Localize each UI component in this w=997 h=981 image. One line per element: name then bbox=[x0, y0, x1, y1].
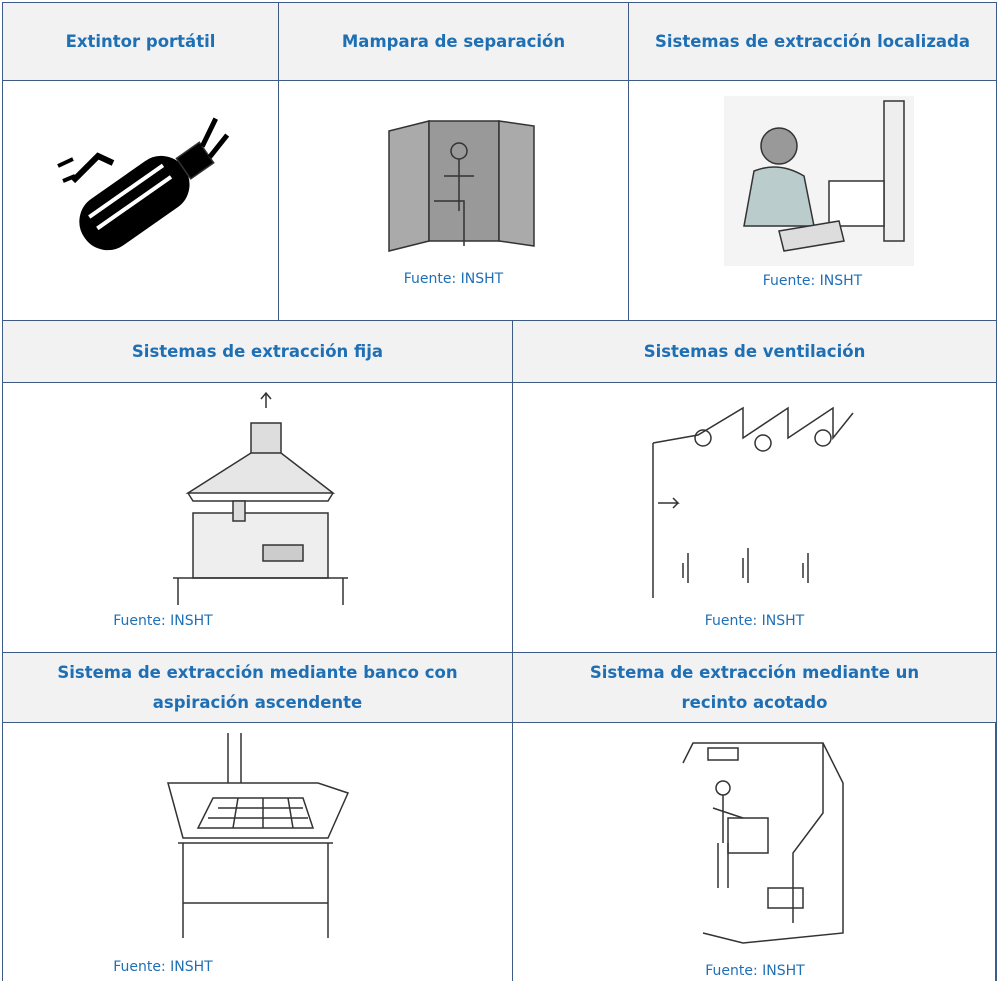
cell-title: Mampara de separación bbox=[341, 31, 566, 51]
fixed-extraction-illustration bbox=[173, 391, 348, 605]
image-cell: Fuente: INSHT bbox=[628, 80, 997, 320]
ventilation-illustration bbox=[652, 406, 854, 598]
header-cell: Extintor portátil bbox=[2, 2, 278, 80]
image-cell: Fuente: INSHT bbox=[2, 382, 512, 652]
caption: Fuente: INSHT bbox=[113, 613, 213, 629]
caption: Fuente: INSHT bbox=[113, 959, 213, 975]
image-cell: Fuente: INSHT bbox=[2, 722, 512, 981]
caption: Fuente: INSHT bbox=[403, 271, 504, 287]
border bbox=[995, 722, 997, 981]
header-cell: Sistema de extracción mediante banco con… bbox=[2, 652, 512, 722]
image-cell: Fuente: INSHT bbox=[278, 80, 628, 320]
enclosure-illustration bbox=[682, 742, 844, 944]
header-cell: Sistemas de extracción fija bbox=[2, 320, 512, 382]
image-cell: Fuente: INSHT bbox=[512, 382, 997, 652]
image-cell bbox=[2, 80, 278, 320]
cell-title: Sistemas de ventilación bbox=[643, 341, 866, 361]
extinguisher-icon bbox=[57, 117, 230, 251]
header-cell: Sistemas de extracción localizada bbox=[628, 2, 997, 80]
caption: Fuente: INSHT bbox=[705, 963, 805, 979]
local-extraction-illustration bbox=[724, 96, 914, 266]
header-cell: Sistemas de ventilación bbox=[512, 320, 997, 382]
screen-illustration bbox=[388, 120, 535, 252]
caption: Fuente: INSHT bbox=[704, 613, 805, 629]
cell-title: Sistemas de extracción localizada bbox=[654, 31, 970, 51]
bench-illustration bbox=[167, 733, 350, 938]
cell-title: Extintor portátil bbox=[65, 31, 216, 51]
cell-title: Sistema de extracción mediante banco con… bbox=[57, 662, 458, 712]
image-cell: Fuente: INSHT bbox=[512, 722, 997, 981]
cell-title: Sistema de extracción mediante un recint… bbox=[589, 662, 920, 712]
caption: Fuente: INSHT bbox=[762, 273, 863, 289]
cell-title: Sistemas de extracción fija bbox=[131, 341, 384, 361]
header-cell: Mampara de separación bbox=[278, 2, 628, 80]
header-cell: Sistema de extracción mediante un recint… bbox=[512, 652, 997, 722]
